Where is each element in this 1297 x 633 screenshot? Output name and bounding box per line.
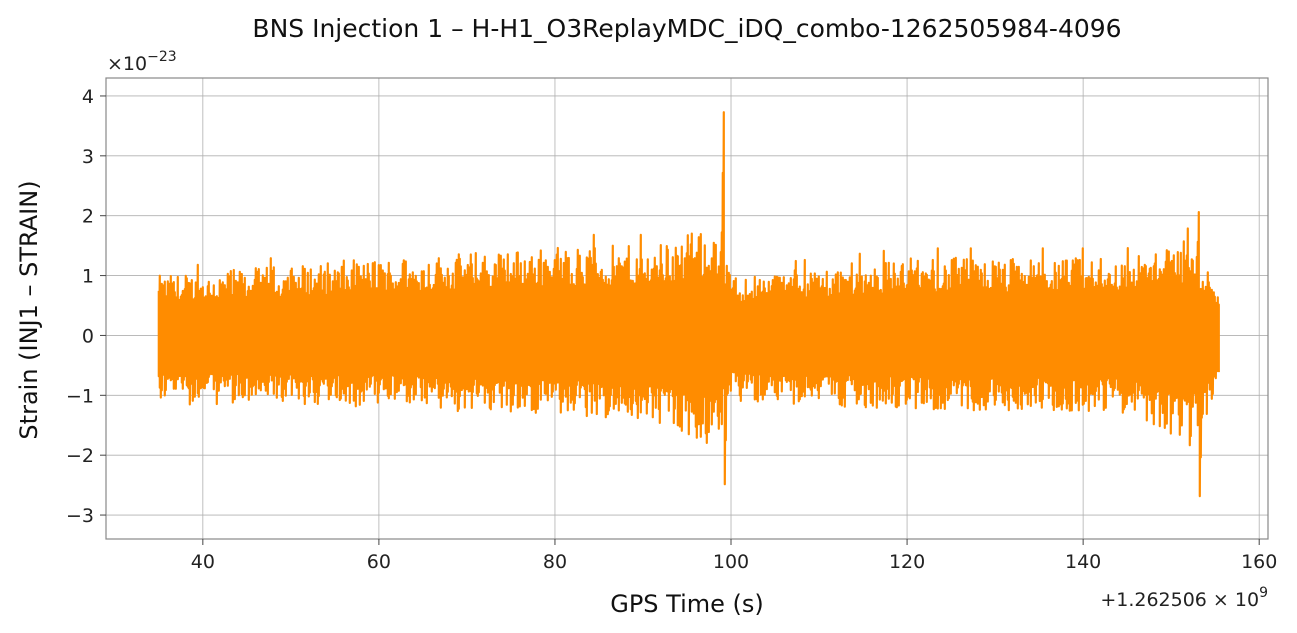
x-tick-label: 80 bbox=[543, 551, 567, 573]
x-tick-label: 140 bbox=[1065, 551, 1101, 573]
y-axis-label: Strain (INJ1 – STRAIN) bbox=[15, 180, 43, 439]
y-tick-label: 2 bbox=[82, 206, 94, 228]
x-tick-label: 160 bbox=[1241, 551, 1277, 573]
strain-series-line bbox=[157, 111, 1220, 498]
y-scale-exponent: −23 bbox=[147, 49, 177, 65]
y-tick-label: −1 bbox=[66, 385, 94, 407]
y-scale-base: ×10 bbox=[107, 53, 147, 75]
x-offset-base: +1.262506 × 10 bbox=[1100, 589, 1259, 611]
y-tick-label: −2 bbox=[66, 445, 94, 467]
x-tick-label: 100 bbox=[713, 551, 749, 573]
x-tick-label: 60 bbox=[367, 551, 391, 573]
tick-layer: 40 60 80 100 120 140 160 −3 −2 −1 0 1 2 3 4 bbox=[66, 86, 1277, 573]
plot-frame bbox=[105, 77, 1269, 540]
x-tick-label: 40 bbox=[191, 551, 215, 573]
data-layer bbox=[157, 111, 1220, 498]
y-tick-label: 1 bbox=[82, 266, 94, 288]
y-scale-label: ×10−23 bbox=[107, 49, 177, 75]
x-offset-label: +1.262506 × 109 bbox=[1100, 585, 1268, 611]
x-offset-exponent: 9 bbox=[1259, 585, 1268, 601]
chart-title: BNS Injection 1 – H-H1_O3ReplayMDC_iDQ_c… bbox=[252, 14, 1121, 43]
y-tick-label: 0 bbox=[82, 325, 94, 347]
x-axis-label: GPS Time (s) bbox=[610, 590, 764, 618]
y-tick-label: −3 bbox=[66, 505, 94, 527]
y-tick-label: 3 bbox=[82, 146, 94, 168]
x-tick-label: 120 bbox=[889, 551, 925, 573]
y-tick-label: 4 bbox=[82, 86, 94, 108]
